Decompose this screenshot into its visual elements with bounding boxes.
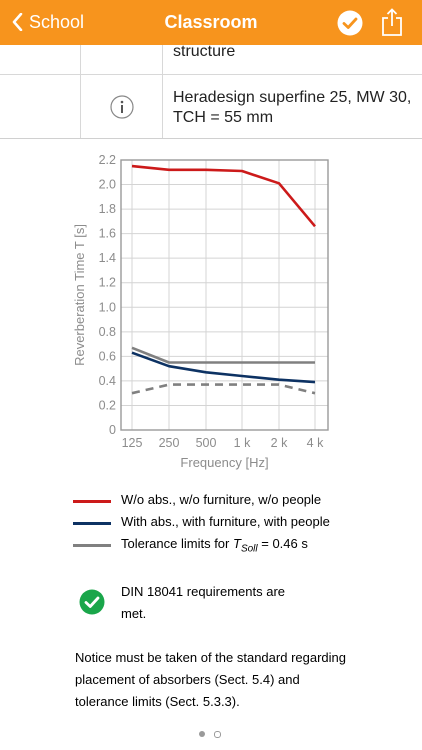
legend-swatch <box>73 522 111 525</box>
y-tick-label: 1.0 <box>99 300 116 314</box>
y-tick-label: 0 <box>109 423 116 437</box>
material-description-line2: TCH = 55 mm <box>173 109 274 126</box>
column-divider <box>162 45 163 138</box>
share-icon[interactable] <box>381 8 403 36</box>
checkmark-circle-icon <box>79 589 105 615</box>
requirements-status-line1: DIN 18041 requirements are <box>121 584 286 599</box>
legend-swatch <box>73 544 111 547</box>
nav-bar: School Classroom <box>0 0 422 45</box>
legend-item: Tolerance limits for TSoll = 0.46 s <box>73 534 413 556</box>
back-button[interactable]: School <box>12 8 84 36</box>
x-tick-label: 2 k <box>271 436 288 450</box>
y-tick-label: 0.2 <box>99 398 116 412</box>
notice-line2: placement of absorbers (Sect. 5.4) and <box>75 672 300 687</box>
y-tick-label: 1.6 <box>99 227 116 241</box>
y-tick-label: 2.0 <box>99 178 116 192</box>
y-tick-label: 0.4 <box>99 374 116 388</box>
series-line <box>131 383 316 395</box>
legend-label-subscript: Soll <box>240 543 258 555</box>
material-description-line1: Heradesign superfine 25, MW 30, <box>173 89 412 106</box>
y-tick-label: 1.8 <box>99 202 116 216</box>
y-tick-label: 0.8 <box>99 325 116 339</box>
plot-frame <box>120 159 329 431</box>
series-line <box>131 346 315 364</box>
notice-line1: Notice must be taken of the standard reg… <box>75 650 346 665</box>
legend-label: With abs., with furniture, with people <box>121 514 330 529</box>
legend-label: Tolerance limits for TSoll = 0.46 s <box>121 536 308 555</box>
page-indicator[interactable] <box>199 731 229 739</box>
material-description: structure <box>173 43 236 60</box>
table-row: Heradesign superfine 25, MW 30, TCH = 55… <box>0 75 422 138</box>
material-table: structure Heradesign superfine 25, MW 30… <box>0 43 422 139</box>
page-dot-active[interactable] <box>199 731 205 737</box>
x-tick-label: 250 <box>159 436 180 450</box>
table-row: structure <box>0 43 422 75</box>
legend-label-prefix: Tolerance limits for <box>121 536 233 551</box>
x-axis-label: Frequency [Hz] <box>180 455 268 470</box>
column-divider <box>80 45 81 138</box>
notice-text: Notice must be taken of the standard reg… <box>75 647 375 713</box>
info-icon[interactable] <box>110 95 134 119</box>
y-axis-label: Reverberation Time T [s] <box>72 224 87 366</box>
series-line <box>131 164 316 228</box>
y-tick-label: 1.4 <box>99 251 116 265</box>
legend-item: W/o abs., w/o furniture, w/o people <box>73 490 413 512</box>
y-tick-label: 2.2 <box>99 153 116 167</box>
legend-label: W/o abs., w/o furniture, w/o people <box>121 492 322 507</box>
x-tick-label: 1 k <box>234 436 251 450</box>
chevron-left-icon <box>12 13 23 31</box>
legend-label-suffix: = 0.46 s <box>257 536 308 551</box>
series-line <box>131 351 316 384</box>
page-dot[interactable] <box>214 731 221 738</box>
y-tick-label: 1.2 <box>99 276 116 290</box>
x-tick-label: 4 k <box>307 436 324 450</box>
x-tick-label: 500 <box>196 436 217 450</box>
y-tick-label: 0.6 <box>99 349 116 363</box>
requirements-status-line2: met. <box>121 606 147 621</box>
checkmark-circle-icon[interactable] <box>337 10 363 36</box>
legend-item: With abs., with furniture, with people <box>73 512 413 534</box>
reverberation-chart: 0 0.2 0.4 0.6 0.8 1.0 1.2 1.4 1.6 1.8 2.0 2.2 125 250… <box>0 148 422 478</box>
chart-svg: 0 0.2 0.4 0.6 0.8 1.0 1.2 1.4 1.6 1.8 2.0 2.2 125 250… <box>72 153 329 470</box>
requirements-status: DIN 18041 requirements are met. <box>121 581 341 625</box>
back-button-label: School <box>29 11 85 32</box>
legend-swatch <box>73 500 111 503</box>
notice-line3: tolerance limits (Sect. 5.3.3). <box>75 694 240 709</box>
x-tick-label: 125 <box>122 436 143 450</box>
legend-label-variable: T <box>232 536 241 551</box>
